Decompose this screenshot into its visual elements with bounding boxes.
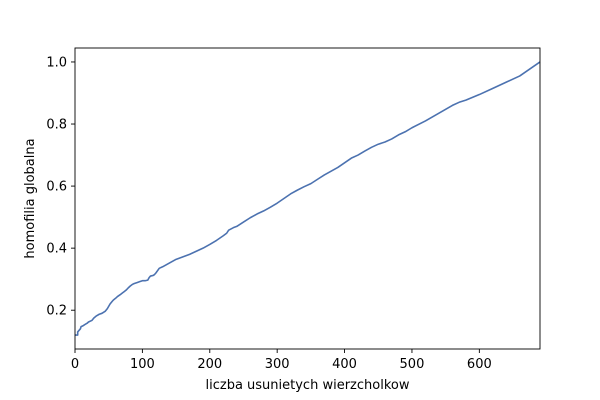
x-tick-label: 0 bbox=[71, 357, 79, 372]
y-axis-ticks: 0.2 0.4 0.6 0.8 1.0 bbox=[46, 55, 75, 319]
x-tick-label: 500 bbox=[400, 357, 425, 372]
x-axis-label: liczba usunietych wierzcholkow bbox=[206, 378, 410, 393]
x-tick-label: 600 bbox=[467, 357, 492, 372]
x-tick-label: 300 bbox=[265, 357, 290, 372]
series-line bbox=[75, 61, 541, 336]
x-tick-label: 400 bbox=[332, 357, 357, 372]
y-tick-label: 0.6 bbox=[46, 180, 67, 195]
y-tick-label: 0.2 bbox=[46, 304, 67, 319]
y-tick-label: 0.8 bbox=[46, 118, 67, 133]
x-tick-label: 100 bbox=[130, 357, 155, 372]
y-tick-label: 1.0 bbox=[46, 55, 67, 70]
y-axis-label: homofilia globalna bbox=[23, 138, 38, 258]
plot-frame bbox=[74, 47, 541, 350]
x-axis-ticks: 0 100 200 300 400 500 600 bbox=[71, 349, 492, 372]
x-tick-label: 200 bbox=[197, 357, 222, 372]
y-tick-label: 0.4 bbox=[46, 242, 67, 257]
